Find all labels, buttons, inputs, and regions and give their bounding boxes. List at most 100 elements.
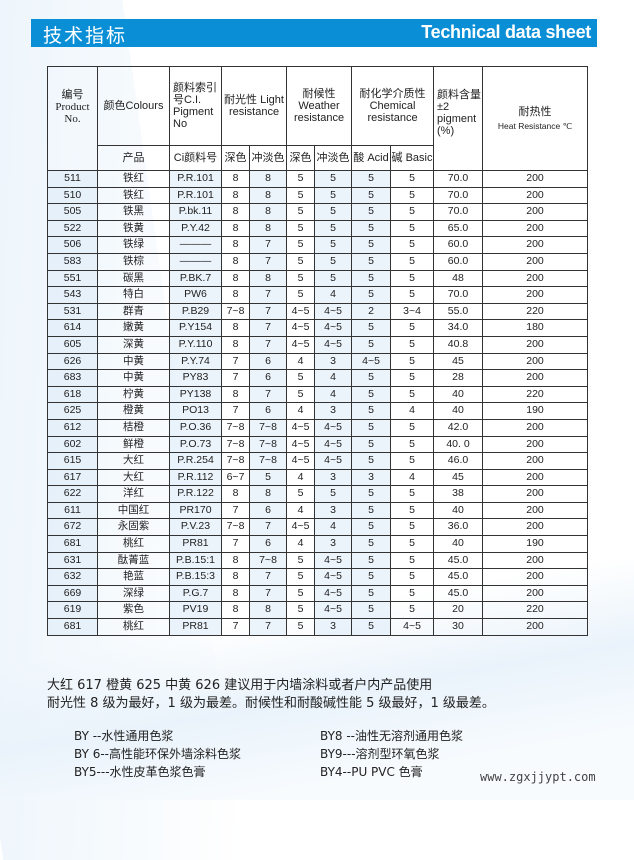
cell-weather-deep: 4~5 [286, 418, 316, 437]
header-weather-tint: 冲淡色 [314, 145, 353, 171]
cell-light-tint: 7 [248, 335, 288, 354]
cell-weather-deep: 4 [286, 402, 316, 420]
cell-light-deep: 8 [221, 286, 250, 304]
cell-light-deep: 7 [221, 501, 250, 520]
cell-pigment-content: 42.0 [433, 418, 484, 437]
table-row: 669 深绿 P.G.7 8 7 5 4~5 5 5 45.0 200 [47, 584, 589, 603]
cell-basic: 5 [390, 269, 435, 288]
header-ci-no: Ci颜料号 [169, 145, 222, 171]
cell-product-no: 551 [47, 269, 98, 288]
title-cn: 技术指标 [43, 25, 128, 47]
table-row: 683 中黄 PY83 7 6 5 4 5 5 28 200 [47, 369, 589, 387]
cell-heat-resistance: 220 [482, 601, 589, 620]
cell-weather-deep: 5 [286, 485, 316, 503]
table-row: 625 橙黄 PO13 7 6 4 3 5 4 40 190 [47, 402, 589, 420]
table-row: 583 铁棕 ——— 8 7 5 5 5 5 60.0 200 [47, 252, 589, 271]
header-weather-resistance: 耐候性 Weather resistance [286, 66, 353, 146]
cell-light-tint: 6 [248, 352, 288, 371]
cell-light-tint: 8 [248, 269, 288, 288]
cell-weather-tint: 5 [314, 186, 353, 205]
series-item: BY9---溶剂型环氧色浆 [320, 747, 440, 761]
cell-weather-tint: 3 [314, 352, 353, 371]
cell-colour: 中国红 [97, 501, 170, 520]
cell-weather-deep: 5 [286, 286, 316, 304]
cell-pigment-content: 45 [433, 468, 484, 487]
cell-weather-tint: 4~5 [314, 319, 353, 337]
cell-pigment-content: 48 [433, 269, 484, 288]
cell-light-tint: 6 [248, 402, 288, 420]
cell-weather-tint: 4~5 [314, 418, 353, 437]
cell-product-no: 612 [47, 418, 98, 437]
cell-heat-resistance: 180 [482, 319, 589, 337]
cell-product-no: 622 [47, 485, 98, 503]
cell-heat-resistance: 200 [482, 618, 589, 636]
cell-acid: 5 [351, 369, 392, 387]
cell-acid: 5 [351, 584, 392, 603]
cell-heat-resistance: 220 [482, 302, 589, 321]
cell-product-no: 618 [47, 385, 98, 404]
cell-pigment-content: 46.0 [433, 452, 484, 470]
cell-acid: 5 [351, 252, 392, 271]
cell-weather-tint: 5 [314, 170, 353, 188]
cell-basic: 5 [390, 219, 435, 238]
cell-heat-resistance: 190 [482, 535, 589, 553]
cell-basic: 5 [390, 335, 435, 354]
header-product: 产品 [97, 145, 170, 171]
cell-colour: 深绿 [97, 584, 170, 603]
cell-weather-tint: 3 [314, 535, 353, 553]
cell-colour: 艳蓝 [97, 568, 170, 586]
series-item: BY4--PU PVC 色膏 [320, 765, 423, 779]
cell-light-tint: 7~8 [248, 452, 288, 470]
cell-pigment-content: 60.0 [433, 252, 484, 271]
header-row-2: 产品 Ci颜料号 深色 冲淡色 深色 冲淡色 酸 Acid 碱 Basic [48, 145, 588, 171]
cell-light-deep: 7 [221, 369, 250, 387]
cell-light-deep: 7~8 [221, 518, 250, 537]
cell-heat-resistance: 200 [482, 352, 589, 371]
cell-pigment-content: 45 [433, 352, 484, 371]
cell-light-tint: 8 [248, 170, 288, 188]
cell-acid: 5 [351, 535, 392, 553]
cell-weather-tint: 5 [314, 485, 353, 503]
cell-ci-pigment: PY83 [169, 369, 222, 387]
cell-colour: 铁黄 [97, 219, 170, 238]
cell-light-tint: 7 [248, 618, 288, 636]
cell-weather-tint: 4 [314, 518, 353, 537]
cell-basic: 5 [390, 186, 435, 205]
cell-light-deep: 7~8 [221, 418, 250, 437]
cell-light-tint: 8 [248, 485, 288, 503]
cell-basic: 5 [390, 170, 435, 188]
cell-pigment-content: 40 [433, 501, 484, 520]
cell-colour: 桔橙 [97, 418, 170, 437]
cell-ci-pigment: P.V.23 [169, 518, 222, 537]
header-weather-deep: 深色 [286, 145, 316, 171]
table-row: 615 大红 P.R.254 7~8 7~8 4~5 4~5 5 5 46.0 200 [47, 452, 589, 470]
cell-product-no: 506 [47, 236, 98, 254]
cell-colour: 碳黑 [97, 269, 170, 288]
cell-light-deep: 8 [221, 269, 250, 288]
cell-colour: 深黄 [97, 335, 170, 354]
cell-acid: 5 [351, 286, 392, 304]
cell-light-tint: 7~8 [248, 551, 288, 570]
cell-acid: 5 [351, 501, 392, 520]
cell-weather-deep: 5 [286, 269, 316, 288]
cell-heat-resistance: 200 [482, 170, 589, 188]
cell-weather-tint: 4~5 [314, 584, 353, 603]
cell-heat-resistance: 200 [482, 219, 589, 238]
cell-basic: 4 [390, 402, 435, 420]
cell-light-tint: 8 [248, 601, 288, 620]
cell-ci-pigment: PR81 [169, 618, 222, 636]
cell-acid: 5 [351, 186, 392, 205]
cell-acid: 5 [351, 219, 392, 238]
cell-weather-tint: 5 [314, 252, 353, 271]
cell-ci-pigment: P.Y.42 [169, 219, 222, 238]
cell-light-tint: 8 [248, 219, 288, 238]
cell-pigment-content: 45.0 [433, 551, 484, 570]
cell-product-no: 631 [47, 551, 98, 570]
cell-weather-deep: 4~5 [286, 335, 316, 354]
cell-weather-deep: 4 [286, 468, 316, 487]
cell-acid: 5 [351, 568, 392, 586]
cell-colour: 铁黑 [97, 203, 170, 221]
cell-ci-pigment: P.R.254 [169, 452, 222, 470]
header-acid: 酸 Acid [351, 145, 392, 171]
cell-pigment-content: 20 [433, 601, 484, 620]
